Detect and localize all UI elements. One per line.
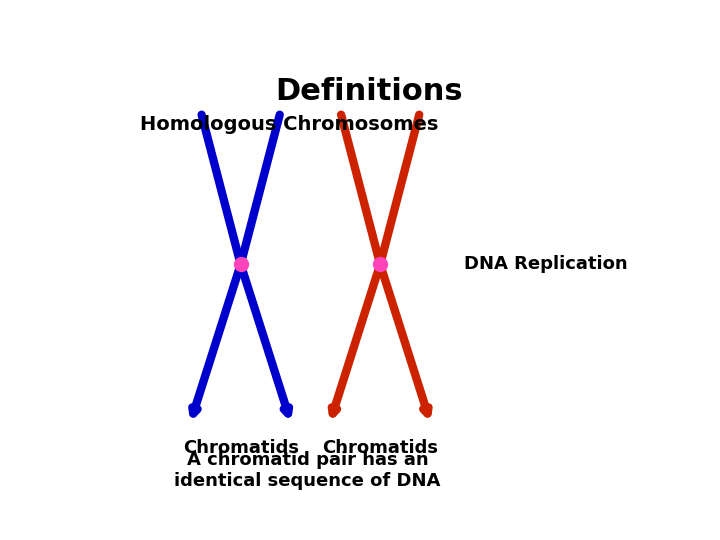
Text: Chromatids: Chromatids [322,439,438,457]
Text: Chromatids: Chromatids [183,439,299,457]
Text: A chromatid pair has an: A chromatid pair has an [186,451,428,469]
Text: Definitions: Definitions [275,77,463,106]
Text: Homologous Chromosomes: Homologous Chromosomes [140,114,438,134]
Text: DNA Replication: DNA Replication [464,255,628,273]
Text: identical sequence of DNA: identical sequence of DNA [174,472,441,490]
